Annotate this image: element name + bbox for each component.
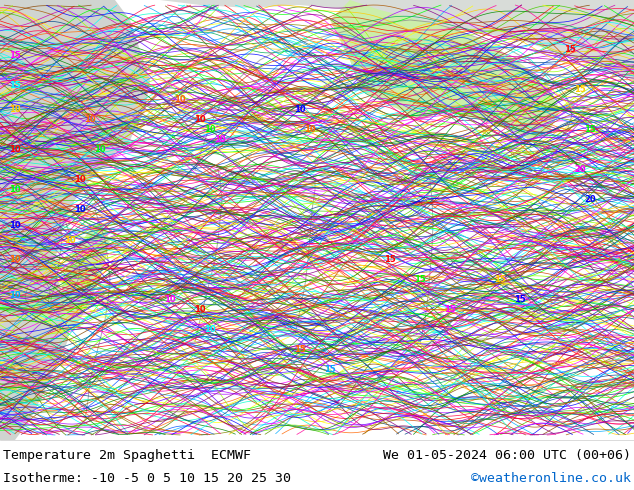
Text: 20: 20 xyxy=(584,196,596,204)
Text: 15: 15 xyxy=(574,85,586,95)
Text: 10: 10 xyxy=(74,205,86,215)
Text: 10: 10 xyxy=(9,291,21,299)
Text: 15: 15 xyxy=(564,46,576,54)
Text: 10: 10 xyxy=(84,116,96,124)
Polygon shape xyxy=(330,0,560,140)
Text: 10: 10 xyxy=(174,96,186,104)
Polygon shape xyxy=(60,220,110,330)
Text: We 01-05-2024 06:00 UTC (00+06): We 01-05-2024 06:00 UTC (00+06) xyxy=(383,448,631,462)
Text: 15: 15 xyxy=(414,275,426,285)
Text: 15: 15 xyxy=(584,125,596,134)
Text: 10: 10 xyxy=(214,136,226,145)
Text: 10: 10 xyxy=(9,105,21,115)
Text: 10: 10 xyxy=(9,186,21,195)
Text: 10: 10 xyxy=(294,105,306,115)
Text: 15: 15 xyxy=(9,80,21,90)
Polygon shape xyxy=(130,0,634,80)
Text: 15: 15 xyxy=(9,50,21,59)
Text: 10: 10 xyxy=(9,146,21,154)
Text: 10: 10 xyxy=(94,146,106,154)
Text: 10: 10 xyxy=(194,305,206,315)
Text: 10: 10 xyxy=(164,295,176,304)
Text: 15: 15 xyxy=(494,275,506,285)
Text: 10: 10 xyxy=(194,116,206,124)
Text: 10: 10 xyxy=(64,236,76,245)
Text: 10: 10 xyxy=(9,220,21,229)
Polygon shape xyxy=(0,0,150,440)
Text: 15: 15 xyxy=(324,366,336,374)
Text: Temperature 2m Spaghetti  ECMWF: Temperature 2m Spaghetti ECMWF xyxy=(3,448,251,462)
Text: 10: 10 xyxy=(74,175,86,185)
Text: Isotherme: -10 -5 0 5 10 15 20 25 30: Isotherme: -10 -5 0 5 10 15 20 25 30 xyxy=(3,471,291,485)
Text: 10: 10 xyxy=(9,255,21,265)
Text: 15: 15 xyxy=(444,305,456,315)
Text: 10: 10 xyxy=(304,125,316,134)
Text: 20: 20 xyxy=(574,166,586,174)
Text: 15: 15 xyxy=(294,345,306,354)
Text: 10: 10 xyxy=(204,125,216,134)
Text: ©weatheronline.co.uk: ©weatheronline.co.uk xyxy=(471,471,631,485)
Polygon shape xyxy=(350,40,550,130)
Text: 10: 10 xyxy=(204,325,216,335)
Text: 15: 15 xyxy=(384,255,396,265)
Text: 15: 15 xyxy=(514,295,526,304)
Polygon shape xyxy=(30,290,55,325)
